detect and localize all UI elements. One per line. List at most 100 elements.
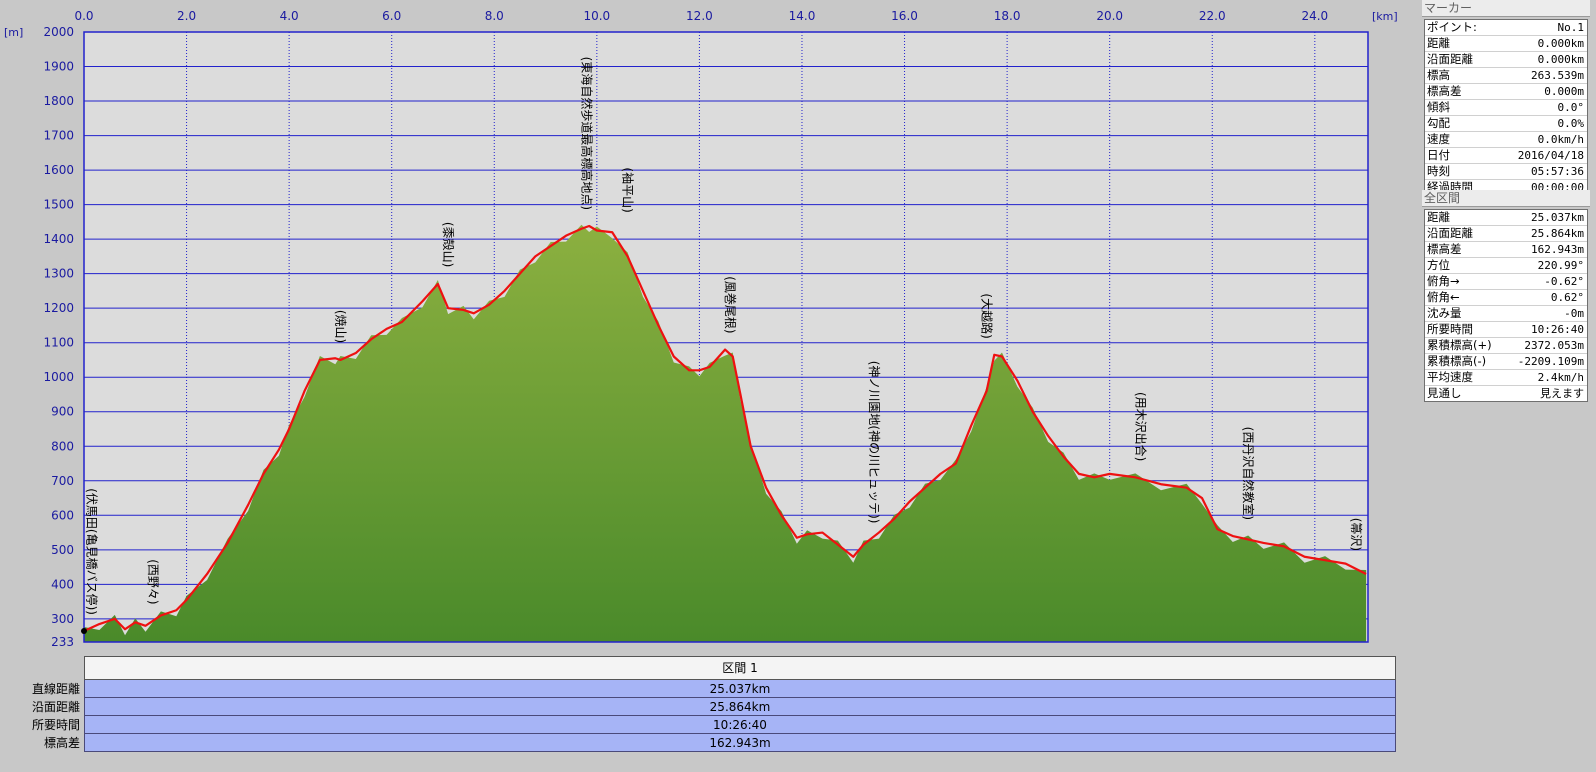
marker-value: 263.539m — [1531, 69, 1584, 82]
y-tick-label: 1700 — [43, 129, 74, 143]
marker-value: 0.0% — [1557, 117, 1585, 130]
total-value: 0.62° — [1550, 291, 1584, 304]
summary-label: 標高差 — [43, 736, 80, 750]
marker-row: 傾斜 0.0° — [1425, 100, 1587, 116]
marker-row: 距離 0.000km — [1425, 36, 1587, 52]
total-value: 2372.053m — [1524, 339, 1584, 352]
marker-label: 距離 — [1427, 36, 1450, 50]
y-tick-label: 1400 — [43, 232, 74, 246]
marker-row: 速度 0.0km/h — [1425, 132, 1587, 148]
total-label: 距離 — [1427, 210, 1450, 224]
track-line — [83, 224, 1367, 632]
y-min-label: 233 — [51, 635, 74, 649]
total-label: 累積標高(+) — [1427, 338, 1492, 352]
total-label: 所要時間 — [1427, 322, 1473, 336]
x-tick-label: 10.0 — [583, 9, 610, 23]
x-tick-label: 0.0 — [74, 9, 93, 23]
y-tick-label: 800 — [51, 439, 74, 453]
landmark-label: (箒沢) — [1349, 518, 1364, 551]
summary-label: 沿面距離 — [31, 700, 80, 714]
marker-label: 標高 — [1427, 68, 1450, 82]
total-label: 標高差 — [1427, 242, 1462, 256]
landmark-label: (神ノ川園地(神の川ヒュッテ)) — [867, 361, 881, 524]
marker-label: 傾斜 — [1427, 100, 1450, 114]
marker-value: 0.000m — [1544, 85, 1584, 98]
marker-row: 標高 263.539m — [1425, 68, 1587, 84]
total-label: 俯角← — [1427, 290, 1460, 304]
x-tick-label: 22.0 — [1199, 9, 1226, 23]
y-tick-label: 1000 — [43, 370, 74, 384]
total-value: 25.037km — [1531, 211, 1584, 224]
total-label: 方位 — [1427, 258, 1450, 272]
elevation-profile-chart[interactable]: 300 400 500 600 700 800 900 1000 1100 1200 1300 140… — [0, 0, 1410, 772]
y-tick-label: 1200 — [43, 301, 74, 315]
y-tick-label: 1100 — [43, 336, 74, 350]
total-info-table: 距離 25.037km 沿面距離 25.864km 標高差 162.943m 方位 220.9… — [1424, 209, 1588, 402]
total-row: 平均速度 2.4km/h — [1425, 370, 1587, 386]
total-row: 見通し 見えます — [1425, 386, 1587, 401]
total-value: 10:26:40 — [1531, 323, 1584, 336]
y-tick-label: 300 — [51, 612, 74, 626]
marker-info-table: ポイント: No.1 距離 0.000km 沿面距離 0.000km 標高 263.539m 標… — [1424, 19, 1588, 196]
marker-row: 勾配 0.0% — [1425, 116, 1587, 132]
total-value: 220.99° — [1537, 259, 1584, 272]
x-tick-label: 4.0 — [280, 9, 299, 23]
landmark-label: (袖平山) — [621, 167, 636, 212]
total-value: 25.864km — [1531, 227, 1584, 240]
landmark-label: (西野々) — [146, 559, 160, 604]
plot-frame — [83, 31, 1369, 643]
marker-value: No.1 — [1557, 21, 1585, 34]
marker-value: 0.0km/h — [1537, 133, 1584, 146]
marker-value: 0.000km — [1537, 53, 1584, 66]
summary-label: 直線距離 — [31, 682, 80, 696]
y-tick-label: 1800 — [43, 94, 74, 108]
marker-label: 速度 — [1427, 132, 1450, 146]
total-value: -0.62° — [1544, 275, 1584, 288]
summary-value: 25.037km — [84, 680, 1396, 698]
x-tick-label: 18.0 — [994, 9, 1021, 23]
total-value: 2.4km/h — [1537, 371, 1584, 384]
x-tick-label: 12.0 — [686, 9, 713, 23]
total-value: -2209.109m — [1517, 355, 1584, 368]
total-row: 沈み量 -0m — [1425, 306, 1587, 322]
marker-panel-title: マーカー — [1422, 0, 1590, 17]
total-row: 標高差 162.943m — [1425, 242, 1587, 258]
total-row: 累積標高(+) 2372.053m — [1425, 338, 1587, 354]
marker-row: 沿面距離 0.000km — [1425, 52, 1587, 68]
total-label: 沈み量 — [1427, 306, 1462, 320]
total-label: 俯角→ — [1427, 274, 1460, 288]
total-row: 距離 25.037km — [1425, 210, 1587, 226]
marker-value: 2016/04/18 — [1517, 149, 1584, 162]
total-row: 累積標高(-) -2209.109m — [1425, 354, 1587, 370]
landmark-label: (用木沢出合) — [1133, 392, 1148, 461]
marker-label: 勾配 — [1427, 116, 1450, 130]
segment-header[interactable]: 区間 1 — [84, 656, 1396, 680]
y-tick-label: 1500 — [43, 198, 74, 212]
marker-row: 時刻 05:57:36 — [1425, 164, 1587, 180]
summary-value: 25.864km — [84, 698, 1396, 716]
terrain-area — [84, 224, 1367, 642]
landmark-label: (伏馬田(亀見橋バス停)) — [85, 488, 100, 615]
landmark-label: (東海自然歩道最高標高地点) — [580, 57, 595, 210]
landmark-label: (大越路) — [980, 293, 995, 338]
marker-row: ポイント: No.1 — [1425, 20, 1587, 36]
y-tick-label: 900 — [51, 405, 74, 419]
summary-value: 162.943m — [84, 734, 1396, 752]
info-panel: マーカー ポイント: No.1 距離 0.000km 沿面距離 0.000km 標高 263.… — [1422, 0, 1596, 772]
marker-label: 標高差 — [1427, 84, 1462, 98]
landmark-label: (黍殻山) — [441, 222, 455, 267]
total-value: 見えます — [1540, 387, 1584, 400]
y-tick-label: 1300 — [43, 267, 74, 281]
summary-label: 所要時間 — [31, 718, 80, 732]
x-unit-label: [km] — [1372, 10, 1398, 23]
marker-label: 時刻 — [1427, 164, 1450, 178]
profile-svg[interactable]: 300 400 500 600 700 800 900 1000 1100 1200 1300 140… — [0, 0, 1410, 650]
total-row: 所要時間 10:26:40 — [1425, 322, 1587, 338]
summary-row: 所要時間 10:26:40 — [0, 716, 1400, 734]
x-tick-label: 6.0 — [382, 9, 401, 23]
marker-value: 05:57:36 — [1531, 165, 1584, 178]
x-tick-label: 20.0 — [1096, 9, 1123, 23]
y-tick-label: 1600 — [43, 163, 74, 177]
y-tick-label: 1900 — [43, 60, 74, 74]
marker-label: 日付 — [1427, 148, 1450, 162]
